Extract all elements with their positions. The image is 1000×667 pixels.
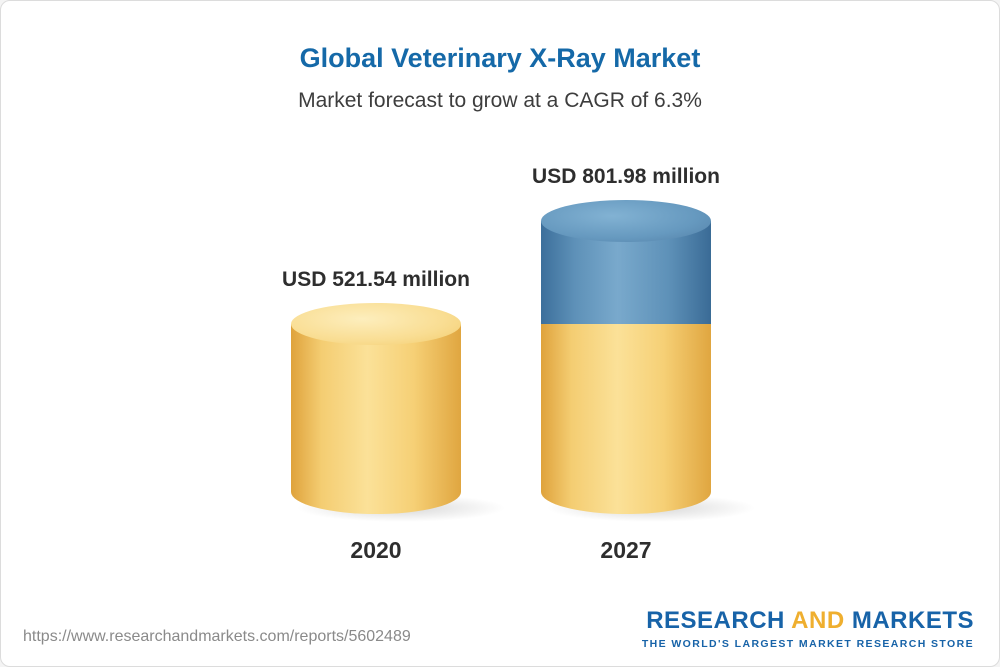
cylinder-cap-2020	[291, 302, 461, 345]
company-logo: RESEARCH AND MARKETS THE WORLD'S LARGEST…	[642, 607, 974, 650]
value-label-2020: USD 521.54 million	[282, 267, 470, 291]
cylinder-body-2020	[291, 323, 461, 514]
bar-group-2027: USD 801.98 million 2027	[532, 165, 756, 563]
logo-tagline: THE WORLD'S LARGEST MARKET RESEARCH STOR…	[641, 638, 974, 650]
bar-group-2020: USD 521.54 million 2020	[282, 268, 506, 563]
logo-word-and: AND	[791, 607, 845, 634]
logo-wordmark: RESEARCH AND MARKETS	[642, 607, 974, 635]
year-label-2027: 2027	[600, 537, 652, 563]
year-label-2020: 2020	[350, 537, 402, 563]
report-url-link[interactable]: https://www.researchandmarkets.com/repor…	[23, 628, 411, 645]
cylinder-base-segment-2027	[541, 323, 711, 514]
value-label-2027: USD 801.98 million	[532, 165, 720, 189]
page-title: Global Veterinary X-Ray Market	[299, 43, 701, 73]
page-subtitle: Market forecast to grow at a CAGR of 6.3…	[298, 89, 702, 112]
logo-word-research: RESEARCH	[646, 607, 785, 634]
cylinder-cap-2027	[541, 200, 711, 243]
logo-word-markets: MARKETS	[851, 607, 974, 634]
cylinder-2020	[291, 302, 461, 514]
cylinder-2027	[541, 200, 711, 514]
